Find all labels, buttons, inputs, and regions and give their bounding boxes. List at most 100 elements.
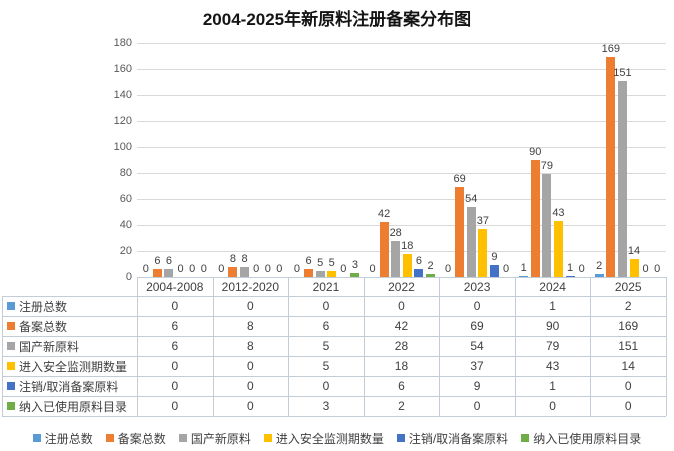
y-axis-label: 180 xyxy=(113,37,132,49)
table-cell: 0 xyxy=(624,379,632,393)
legend-label: 注销/取消备案原料 xyxy=(408,431,509,446)
bar-data-label: 0 xyxy=(340,263,347,275)
bar xyxy=(426,274,435,277)
legend-label: 国产新原料 xyxy=(190,431,251,446)
bar-data-label: 2 xyxy=(427,260,434,273)
table-cell: 42 xyxy=(394,319,409,333)
table-cell: 151 xyxy=(618,339,639,353)
bar-data-label: 69 xyxy=(453,173,466,186)
gridline xyxy=(137,251,666,252)
legend-swatch-icon xyxy=(105,434,114,442)
y-axis-label: 40 xyxy=(119,219,132,231)
table-cell: 0 xyxy=(171,379,179,393)
table-cell: 0 xyxy=(473,399,481,413)
bar xyxy=(391,240,401,277)
bar-data-label: 8 xyxy=(241,252,248,265)
bar-data-label: 6 xyxy=(415,255,422,268)
table-row-label: 进入安全监测期数量 xyxy=(2,356,137,376)
table-grid-line xyxy=(2,296,666,297)
bar-data-label: 0 xyxy=(654,263,661,275)
table-cell: 0 xyxy=(247,359,254,373)
bar xyxy=(304,269,314,277)
table-cell: 0 xyxy=(247,299,254,313)
bar-data-label: 0 xyxy=(189,263,196,275)
bar xyxy=(553,221,563,277)
table-cell: 5 xyxy=(322,359,330,373)
bar-data-label: 90 xyxy=(529,146,542,158)
bar-data-label: 9 xyxy=(491,251,498,264)
table-grid-line xyxy=(2,356,666,357)
legend-item: 纳入已使用原料目录 xyxy=(521,430,641,447)
bar xyxy=(617,80,627,277)
bar-data-label: 79 xyxy=(540,160,553,173)
table-grid-line xyxy=(363,277,365,416)
bar-data-label: 0 xyxy=(253,263,260,275)
y-axis-label: 140 xyxy=(113,89,132,101)
legend-item: 国产新原料 xyxy=(178,430,251,447)
bar-data-label: 0 xyxy=(445,263,452,275)
table-cell: 0 xyxy=(322,379,330,393)
table-cell: 169 xyxy=(618,319,639,333)
bar-data-label: 0 xyxy=(293,263,300,275)
series-name: 纳入已使用原料目录 xyxy=(19,399,128,414)
series-name: 注册总数 xyxy=(19,299,68,314)
table-cell: 14 xyxy=(621,359,635,373)
table-grid-line xyxy=(137,277,138,416)
table-cell: 0 xyxy=(549,399,556,413)
gridline xyxy=(137,225,666,226)
bar-data-label: 28 xyxy=(389,226,402,239)
table-cell: 8 xyxy=(247,339,254,353)
bar-data-label: 0 xyxy=(369,263,376,275)
gridline xyxy=(137,147,666,148)
table-cell: 0 xyxy=(171,299,179,313)
table-cell: 2 xyxy=(398,399,405,413)
gridline xyxy=(137,121,666,122)
legend-swatch-icon xyxy=(396,434,405,442)
table-header-cell: 2004-2008 xyxy=(146,279,204,294)
table-header-cell: 2023 xyxy=(463,279,491,294)
bar-data-label: 0 xyxy=(578,263,585,275)
table-grid-line xyxy=(2,376,666,377)
series-key-icon xyxy=(7,322,15,330)
table-cell: 90 xyxy=(545,319,560,333)
series-name: 备案总数 xyxy=(19,319,68,334)
table-grid-line xyxy=(212,277,214,416)
bar xyxy=(379,222,389,277)
table-row-label: 备案总数 xyxy=(2,316,137,336)
bar-data-label: 0 xyxy=(200,263,207,275)
bar-data-label: 0 xyxy=(142,263,149,275)
bar-data-label: 8 xyxy=(229,252,237,265)
legend-label: 注册总数 xyxy=(44,431,93,446)
bar-data-label: 42 xyxy=(377,208,391,221)
series-name: 国产新原料 xyxy=(19,339,80,354)
table-cell: 1 xyxy=(549,299,556,313)
bar xyxy=(152,269,162,277)
table-cell: 8 xyxy=(247,319,254,333)
gridline xyxy=(137,43,666,44)
table-grid-line xyxy=(514,277,516,416)
table-cell: 0 xyxy=(247,379,254,393)
table-cell: 9 xyxy=(473,379,481,393)
series-key-icon xyxy=(7,402,15,410)
table-cell: 6 xyxy=(398,379,405,393)
bar-data-label: 6 xyxy=(165,255,173,268)
legend-item: 进入安全监测期数量 xyxy=(263,430,384,447)
bar-data-label: 5 xyxy=(317,256,324,269)
legend: 注册总数 备案总数 国产新原料 进入安全监测期数量 注销/取消备案原料 纳入已使用原料目录 xyxy=(0,430,674,446)
table-header-cell: 2012-2020 xyxy=(221,279,280,294)
legend-label: 进入安全监测期数量 xyxy=(275,431,384,446)
bar-data-label: 18 xyxy=(401,239,414,252)
table-cell: 0 xyxy=(171,359,179,373)
legend-item: 注册总数 xyxy=(32,430,93,447)
gridline xyxy=(137,95,666,96)
table-cell: 43 xyxy=(545,359,560,373)
table-cell: 28 xyxy=(394,339,409,353)
table-row-label: 注册总数 xyxy=(2,296,137,316)
table-grid-line xyxy=(666,277,667,416)
table-cell: 0 xyxy=(398,299,405,313)
bar-data-label: 1 xyxy=(520,261,527,274)
legend-swatch-icon xyxy=(178,434,187,442)
legend-swatch-icon xyxy=(32,434,41,442)
